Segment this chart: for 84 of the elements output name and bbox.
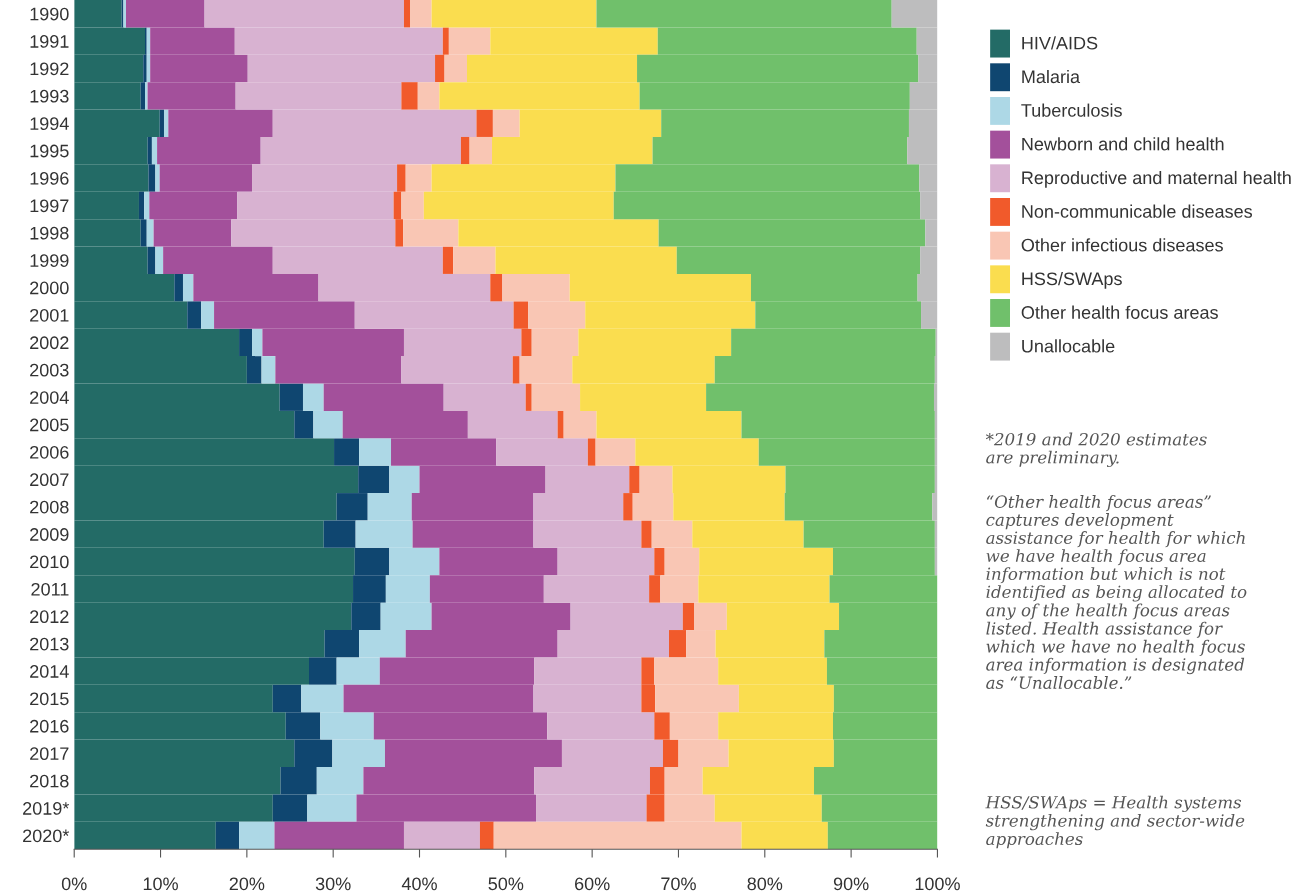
legend-label: HSS/SWAps: [1022, 271, 1122, 289]
bar: [410, 0, 432, 28]
y-tick-label: 2004: [30, 391, 69, 404]
y-tick-label: 1998: [30, 226, 69, 240]
y-tick-label: 2011: [31, 582, 69, 596]
y-tick-label: 2013: [30, 637, 69, 651]
bar: [469, 136, 493, 165]
legend-label: Tuberculosis: [1021, 103, 1122, 117]
bar: [557, 410, 564, 439]
bar: [403, 0, 411, 28]
legend-label: Other infectious diseases: [1021, 238, 1223, 252]
x-tick-label: 20%: [229, 877, 265, 891]
x-tick-label: 0%: [61, 877, 87, 891]
y-tick-label: 1996: [30, 171, 69, 185]
y-tick-label: 2002: [30, 336, 69, 350]
bar: [512, 356, 520, 384]
y-tick-label: 2006: [30, 445, 69, 459]
text: “Other health focus areas” captures development assistance for health for which we have health focus area information but which is not identified as being allocated to any of the health focus areas listed. Health assistance for which we have no health focus area information is designated as “Unallocable.”: [986, 495, 1247, 689]
x-tick-label: 90%: [833, 877, 869, 891]
y-tick-label: 2018: [30, 774, 69, 788]
x-tick-label: 60%: [575, 877, 610, 891]
bar: [201, 301, 215, 329]
x-tick-label: 40%: [401, 877, 437, 891]
y-tick-label: 2000: [30, 281, 69, 295]
legend-label: Malaria: [1022, 69, 1081, 84]
y-tick-label: 2015: [30, 692, 69, 706]
x-tick-label: 100%: [915, 877, 960, 891]
x-tick-label: 70%: [661, 877, 696, 891]
legend-label: Non-communicable diseases: [1022, 204, 1253, 218]
x-tick-label: 50%: [488, 877, 524, 891]
y-tick-label: 1995: [30, 144, 69, 158]
x-tick-label: 10%: [143, 877, 178, 891]
bar: [490, 273, 503, 302]
bar: [492, 109, 520, 137]
text: HSS/SWAps = Health systems strengthening and sector-wide approaches: [985, 795, 1245, 849]
text: *2019 and 2020 estimates are preliminary.: [985, 432, 1207, 468]
bar: [261, 356, 276, 384]
bar: [641, 520, 652, 548]
y-tick-label: 1992: [30, 62, 69, 76]
legend-label: Unallocable: [1022, 339, 1115, 353]
y-tick-label: 2012: [30, 610, 69, 624]
y-tick-label: 1997: [30, 199, 69, 213]
bar: [252, 328, 263, 357]
y-tick-label: 2010: [30, 555, 69, 569]
bar: [182, 273, 194, 302]
bar: [595, 438, 636, 466]
bar: [155, 246, 164, 274]
bar: [417, 82, 440, 110]
bar: [442, 246, 454, 274]
bar: [403, 821, 480, 850]
y-tick-label: 2017: [30, 747, 69, 761]
bar: [476, 109, 493, 137]
y-tick-label: 2016: [30, 719, 69, 733]
y-tick-label: 2014: [30, 665, 69, 678]
bar: [187, 301, 202, 329]
bar: [215, 821, 240, 850]
y-tick-label: 1999: [30, 254, 69, 267]
legend-label: Reproductive and maternal health: [1022, 170, 1291, 188]
y-tick-label: 1990: [30, 7, 69, 21]
x-tick-label: 30%: [315, 877, 351, 891]
bar: [174, 273, 183, 302]
bar: [401, 82, 418, 110]
bar: [525, 383, 532, 411]
y-tick-label: 2007: [30, 473, 69, 487]
y-tick-label: 2003: [30, 363, 69, 377]
y-tick-label: 2008: [30, 500, 69, 514]
legend-label: Newborn and child health: [1022, 137, 1224, 151]
bar: [587, 438, 596, 466]
y-tick-label: 2001: [30, 308, 69, 322]
x-tick-label: 80%: [747, 877, 783, 891]
y-tick-label: 1994: [30, 117, 69, 130]
y-tick-label: 1993: [30, 89, 69, 103]
bar: [460, 136, 470, 165]
bar: [239, 821, 275, 850]
y-tick-label: 2019*: [23, 802, 70, 815]
legend-label: HIV/AIDS: [1022, 36, 1098, 50]
bar: [163, 109, 169, 137]
y-tick-label: 2005: [30, 418, 69, 432]
bar: [479, 821, 494, 850]
y-tick-label: 1991: [30, 35, 69, 48]
legend-label: Other health focus areas: [1021, 305, 1218, 319]
y-tick-label: 2020*: [23, 829, 70, 843]
y-tick-label: 2009: [30, 528, 69, 541]
bar: [159, 109, 164, 137]
